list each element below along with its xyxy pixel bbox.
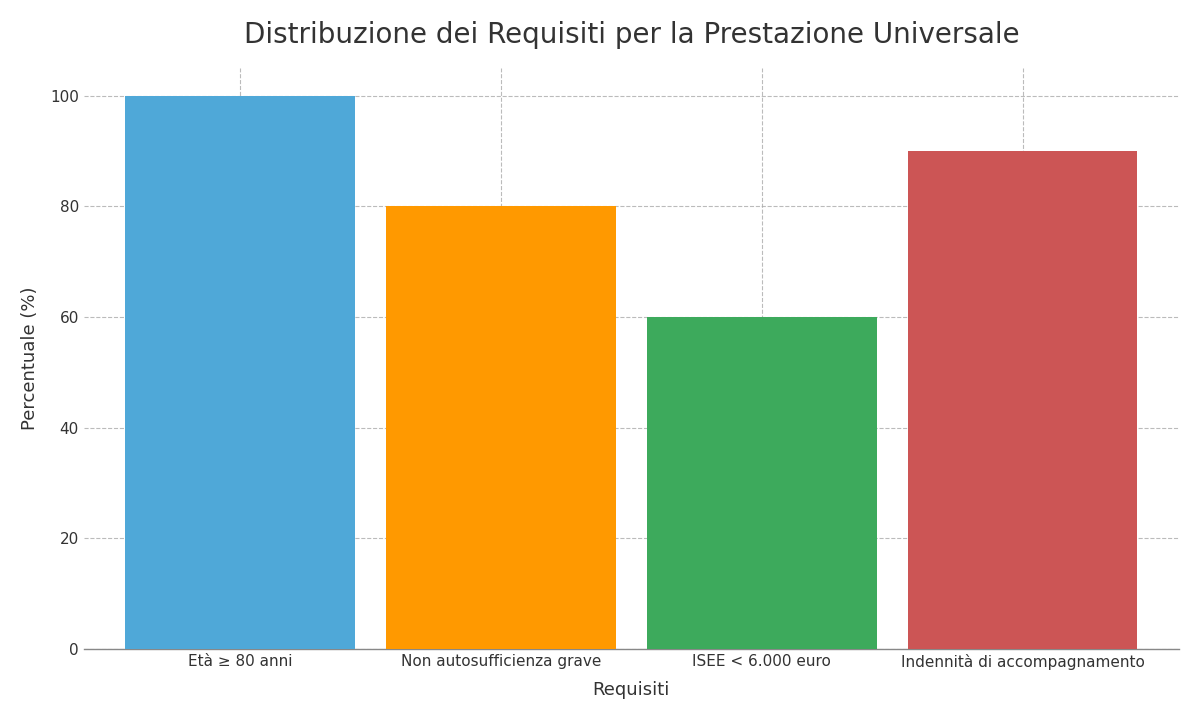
Y-axis label: Percentuale (%): Percentuale (%) — [20, 287, 38, 431]
Bar — [386, 206, 616, 649]
Bar — [126, 96, 355, 649]
Title: Distribuzione dei Requisiti per la Prestazione Universale: Distribuzione dei Requisiti per la Prest… — [244, 21, 1019, 49]
Bar — [908, 151, 1138, 649]
X-axis label: Requisiti: Requisiti — [593, 681, 670, 699]
Bar — [647, 317, 877, 649]
